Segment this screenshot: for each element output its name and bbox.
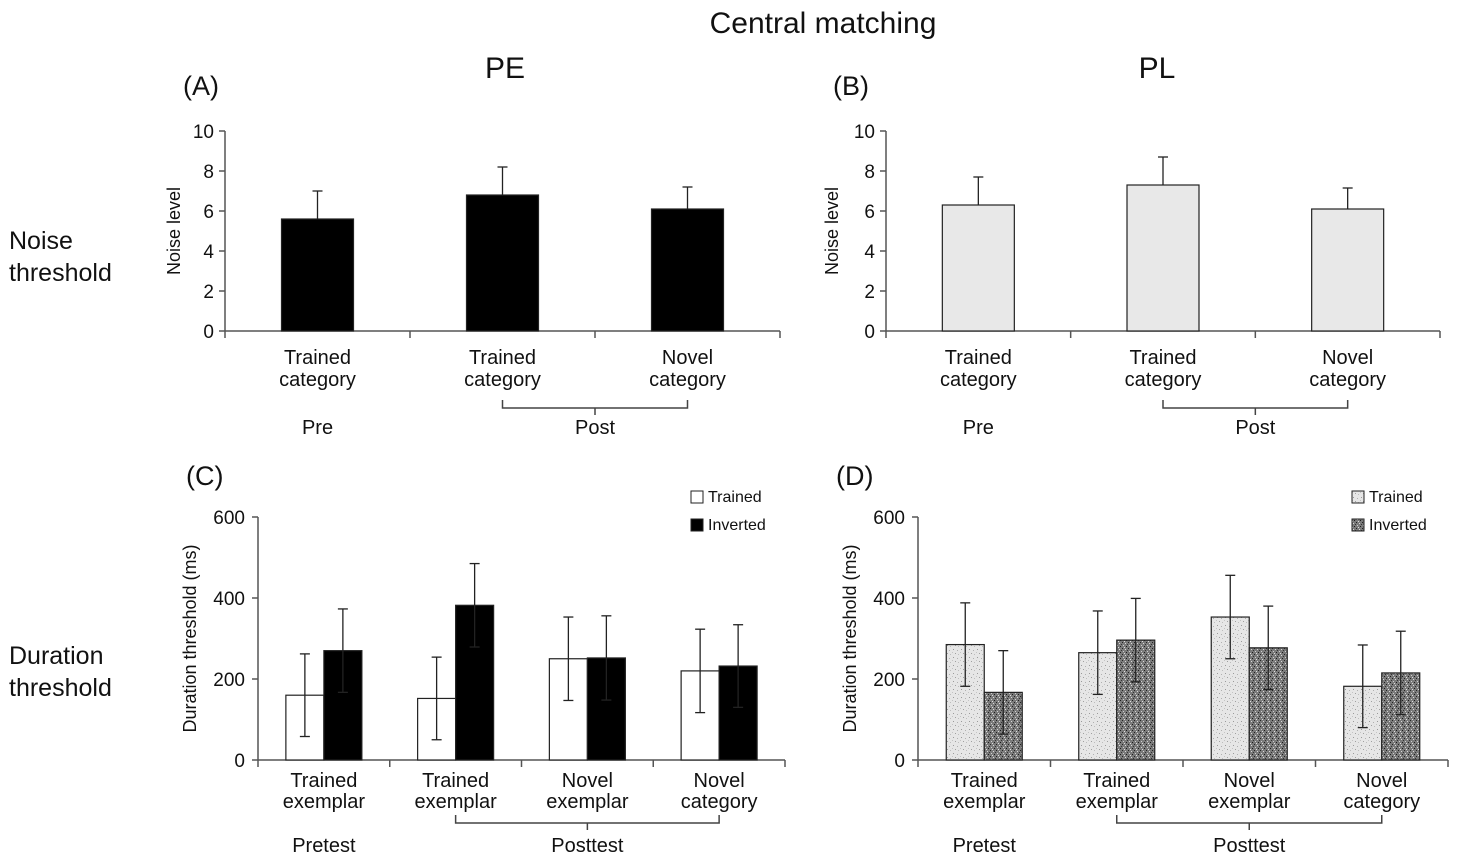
category-label: Novel xyxy=(694,770,745,792)
bar xyxy=(1126,184,1200,332)
y-tick-label: 2 xyxy=(864,282,875,303)
group-label: Pretest xyxy=(953,835,1017,857)
legend-swatch xyxy=(690,490,704,504)
y-tick-label: 10 xyxy=(193,122,214,143)
y-tick-label: 600 xyxy=(873,508,905,529)
row-label-noise-line2: threshold xyxy=(9,259,112,287)
bar xyxy=(465,194,540,332)
column-title-pl: PL xyxy=(1139,52,1176,85)
row-label-duration-line2: threshold xyxy=(9,674,112,702)
panel-label: (D) xyxy=(836,461,873,491)
y-tick-label: 4 xyxy=(864,242,875,263)
bar xyxy=(941,204,1015,332)
panel-label: (C) xyxy=(186,461,223,491)
category-label: category xyxy=(1125,369,1202,391)
group-label: Post xyxy=(575,417,615,439)
bar xyxy=(1311,208,1385,332)
group-bracket xyxy=(501,400,689,409)
bar xyxy=(280,218,355,332)
group-label: Posttest xyxy=(1213,835,1286,857)
group-label: Pretest xyxy=(292,835,356,857)
group-label: Pre xyxy=(302,417,333,439)
y-tick-label: 0 xyxy=(234,751,245,772)
legend-swatch xyxy=(1351,490,1365,504)
y-tick-label: 0 xyxy=(203,322,214,343)
y-axis-label: Noise level xyxy=(822,187,842,275)
group-bracket xyxy=(1162,400,1349,409)
category-label: Trained xyxy=(951,770,1018,792)
category-label: Novel xyxy=(1224,770,1275,792)
legend-label: Inverted xyxy=(1369,517,1427,534)
category-label: Trained xyxy=(1083,770,1150,792)
panel-d: (D) 0 200 400 600 Duration threshold (ms) Trai… xyxy=(836,461,1449,857)
legend-swatch xyxy=(1351,518,1365,532)
y-tick-label: 4 xyxy=(203,242,214,263)
legend-label: Trained xyxy=(708,489,762,506)
category-label: exemplar xyxy=(943,791,1026,813)
y-tick-label: 6 xyxy=(203,202,214,223)
category-label: Novel xyxy=(1322,347,1373,369)
category-label: category xyxy=(681,791,758,813)
y-tick-label: 200 xyxy=(213,670,245,691)
category-label: exemplar xyxy=(546,791,629,813)
group-label: Pre xyxy=(963,417,994,439)
category-label: Trained xyxy=(469,347,536,369)
category-label: Novel xyxy=(562,770,613,792)
category-label: Trained xyxy=(1129,347,1196,369)
panel-label: (B) xyxy=(833,71,869,101)
y-tick-label: 10 xyxy=(854,122,875,143)
group-bracket xyxy=(454,815,720,824)
legend-label: Inverted xyxy=(708,517,766,534)
category-label: exemplar xyxy=(1076,791,1159,813)
category-label: category xyxy=(649,369,726,391)
y-tick-label: 6 xyxy=(864,202,875,223)
category-label: category xyxy=(1309,369,1386,391)
category-label: Trained xyxy=(422,770,489,792)
group-bracket xyxy=(1116,815,1383,824)
y-tick-label: 0 xyxy=(864,322,875,343)
figure-title: Central matching xyxy=(710,7,937,40)
category-label: Trained xyxy=(290,770,357,792)
y-tick-label: 2 xyxy=(203,282,214,303)
category-label: category xyxy=(940,369,1017,391)
category-label: Trained xyxy=(945,347,1012,369)
category-label: category xyxy=(464,369,541,391)
y-axis-label: Noise level xyxy=(164,187,184,275)
category-label: category xyxy=(1343,791,1420,813)
category-label: Novel xyxy=(1356,770,1407,792)
y-tick-label: 8 xyxy=(864,162,875,183)
category-label: exemplar xyxy=(1208,791,1291,813)
category-label: exemplar xyxy=(283,791,366,813)
category-label: category xyxy=(279,369,356,391)
y-tick-label: 600 xyxy=(213,508,245,529)
y-axis-label: Duration threshold (ms) xyxy=(840,544,860,732)
category-label: Trained xyxy=(284,347,351,369)
row-label-duration-line1: Duration xyxy=(9,642,104,670)
category-label: Novel xyxy=(662,347,713,369)
y-axis-label: Duration threshold (ms) xyxy=(180,544,200,732)
y-tick-label: 400 xyxy=(213,589,245,610)
legend-swatch xyxy=(690,518,704,532)
panel-c: (C) 0 200 400 600 Duration threshold (ms) Trai… xyxy=(180,461,786,857)
bar xyxy=(650,208,725,332)
group-label: Post xyxy=(1235,417,1275,439)
panel-label: (A) xyxy=(183,71,219,101)
y-tick-label: 200 xyxy=(873,670,905,691)
group-label: Posttest xyxy=(551,835,624,857)
y-tick-label: 0 xyxy=(894,751,905,772)
y-tick-label: 8 xyxy=(203,162,214,183)
category-label: exemplar xyxy=(414,791,497,813)
y-tick-label: 400 xyxy=(873,589,905,610)
row-label-noise-line1: Noise xyxy=(9,227,73,255)
legend-label: Trained xyxy=(1369,489,1423,506)
column-title-pe: PE xyxy=(485,52,525,85)
